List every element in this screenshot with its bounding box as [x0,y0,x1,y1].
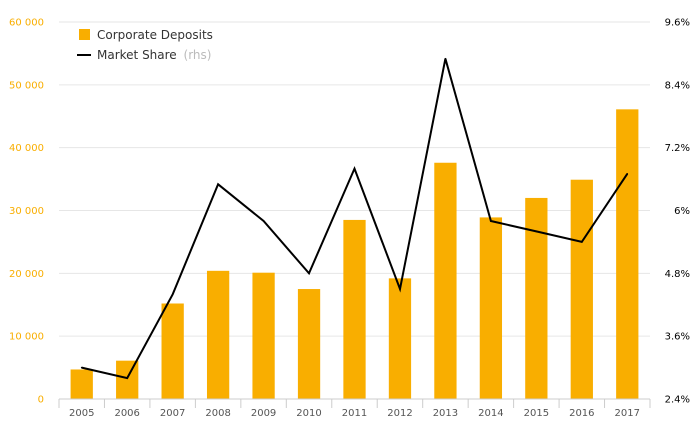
bar [343,219,366,399]
x-tick-label: 2005 [69,408,94,419]
line-point [308,272,310,275]
y-right-tick-label: 9.6% [665,18,690,29]
bar [206,270,230,399]
bar [525,197,548,399]
x-tick-label: 2015 [524,408,549,419]
line-point [399,288,401,290]
legend-swatch-deposits [79,29,90,40]
y-left-tick-label: 50 000 [9,80,44,91]
bar-series [70,109,639,400]
bar [570,179,593,399]
bar [616,109,639,400]
y-right-tick-label: 4.8% [665,269,690,280]
y-right-tick-label: 8.4% [665,80,690,91]
legend: Corporate Deposits Market Share (rhs) [77,28,213,62]
bar [70,369,93,399]
line-point [262,220,265,222]
bar [434,162,457,399]
y-right-tick-label: 6% [674,206,690,217]
legend-label-market-share-name: Market Share [97,48,177,62]
line-point [171,293,174,296]
x-tick-label: 2016 [569,408,594,419]
legend-label-deposits: Corporate Deposits [97,28,213,42]
y-right-tick-label: 7.2% [665,143,690,154]
line-point [80,366,83,369]
axes: 0 10 000 20 000 30 000 40 000 50 000 60 000 2.4… [9,18,690,420]
x-tick-label: 2009 [251,408,276,419]
y-left-tick-label: 10 000 [9,332,44,343]
y-right-tick-label: 3.6% [665,332,690,343]
x-tick-label: 2008 [205,408,230,419]
bar [116,360,139,399]
bar [297,289,321,399]
gridlines [59,21,650,337]
x-tick-label: 2014 [478,408,503,419]
line-point [444,57,447,60]
line-point [535,230,538,233]
line-series [80,57,629,380]
line-point [353,167,356,170]
line-point [217,183,219,186]
bar [479,217,503,399]
line-point [490,220,492,222]
bar [161,303,184,399]
line-point [626,173,629,175]
x-tick-label: 2006 [114,408,139,419]
x-tick-label: 2007 [160,408,185,419]
line-point [581,241,583,243]
bar [252,272,275,399]
y-left-tick-label: 30 000 [9,206,44,217]
y-left-tick-label: 20 000 [9,269,44,280]
y-left-tick-label: 40 000 [9,143,44,154]
x-tick-label: 2011 [342,408,367,419]
x-tick-label: 2013 [433,408,458,419]
y-right-tick-label: 2.4% [665,395,690,406]
x-tick-label: 2017 [615,408,640,419]
x-tick-label: 2010 [296,408,321,419]
legend-label-market-share: Market Share (rhs) [97,48,211,62]
bar [388,278,412,399]
line-point [126,377,128,379]
y-left-tick-label: 60 000 [9,18,44,29]
y-left-tick-label: 0 [38,395,44,406]
legend-label-rhs-suffix: (rhs) [184,48,212,62]
x-tick-label: 2012 [387,408,412,419]
